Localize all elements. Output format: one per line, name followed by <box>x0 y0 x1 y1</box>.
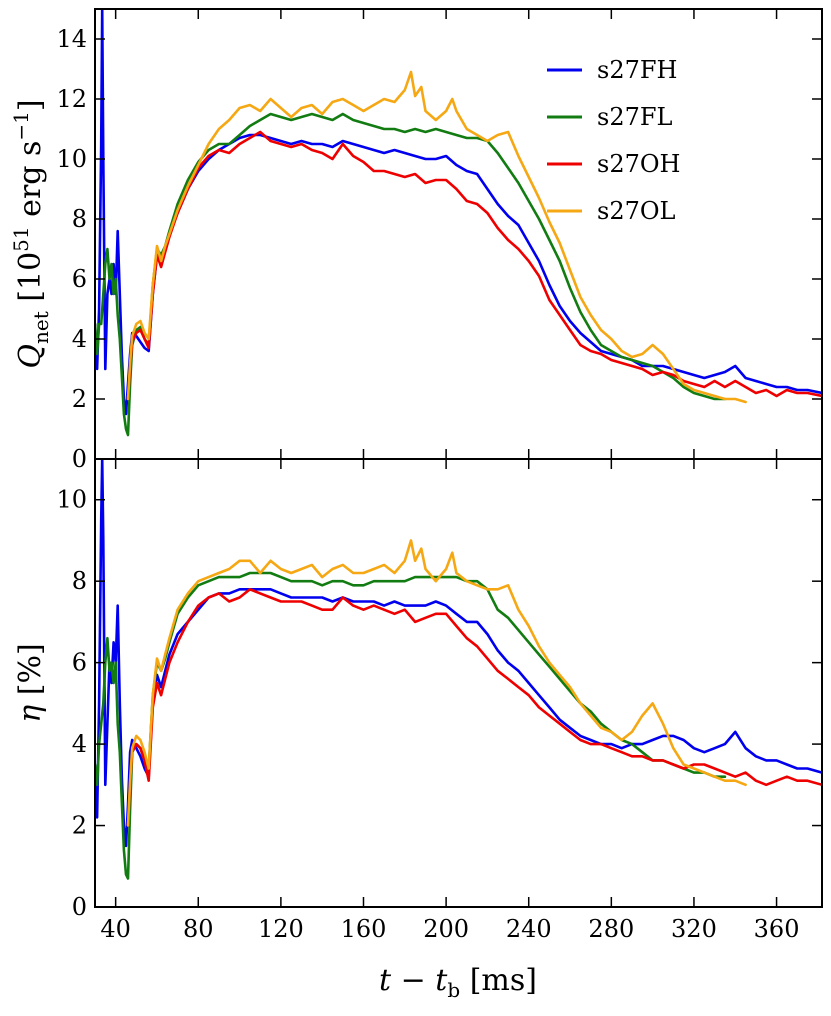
bottom-ytick-label: 10 <box>56 486 87 514</box>
top-ytick-label: 0 <box>72 445 87 473</box>
legend-label-s27fh: s27FH <box>597 56 677 84</box>
top-ytick-label: 12 <box>56 85 87 113</box>
top-ytick-label: 8 <box>72 205 87 233</box>
bottom-ticks: 0 2 4 6 8 10 40 80 120 160 200 240 280 320 360 <box>56 459 822 943</box>
xtick-label: 80 <box>183 915 214 943</box>
xtick-label: 360 <box>754 915 800 943</box>
bottom-series-lines <box>95 459 822 880</box>
top-ylabel: Qnet [1051 erg s−1] <box>9 99 53 368</box>
xlabel: t − tb [ms] <box>379 963 537 1002</box>
bottom-ytick-label: 8 <box>72 567 87 595</box>
bottom-ytick-label: 0 <box>72 893 87 921</box>
xtick-label: 160 <box>341 915 387 943</box>
bottom-line-s27oh <box>126 588 822 827</box>
top-line-s27fh <box>95 9 822 416</box>
bottom-ytick-label: 4 <box>72 730 87 758</box>
legend-label-s27fl: s27FL <box>597 103 673 131</box>
bottom-plot-frame <box>94 458 823 908</box>
xtick-label: 240 <box>506 915 552 943</box>
top-ytick-label: 10 <box>56 145 87 173</box>
bottom-ylabel: η [%] <box>13 643 48 722</box>
xtick-label: 120 <box>258 915 304 943</box>
legend-label-s27oh: s27OH <box>597 150 680 178</box>
bottom-line-s27ol <box>126 539 747 827</box>
legend-label-s27ol: s27OL <box>597 197 676 225</box>
top-panel: 0 2 4 6 8 10 12 14 s27FH s27FL s27OH s27OL Qnet [1… <box>9 8 823 473</box>
top-ytick-label: 14 <box>56 25 87 53</box>
xtick-label: 320 <box>671 915 717 943</box>
bottom-ytick-label: 6 <box>72 649 87 677</box>
bottom-line-s27fh <box>95 459 822 848</box>
bottom-ytick-label: 2 <box>72 812 87 840</box>
xtick-label: 280 <box>588 915 634 943</box>
bottom-panel: 0 2 4 6 8 10 40 80 120 160 200 240 280 320 360 η [%] t… <box>13 458 823 1002</box>
xtick-label: 200 <box>423 915 469 943</box>
top-line-s27fl <box>95 112 727 437</box>
top-ytick-label: 6 <box>72 265 87 293</box>
legend: s27FH s27FL s27OH s27OL <box>547 56 680 225</box>
top-ytick-label: 4 <box>72 325 87 353</box>
xtick-label: 40 <box>100 915 131 943</box>
bottom-line-s27fl <box>95 571 727 880</box>
top-plot-frame <box>94 8 823 460</box>
top-series-lines <box>95 9 822 437</box>
top-ticks: 0 2 4 6 8 10 12 14 <box>56 9 822 473</box>
top-line-s27ol <box>126 70 747 404</box>
top-ytick-label: 2 <box>72 385 87 413</box>
